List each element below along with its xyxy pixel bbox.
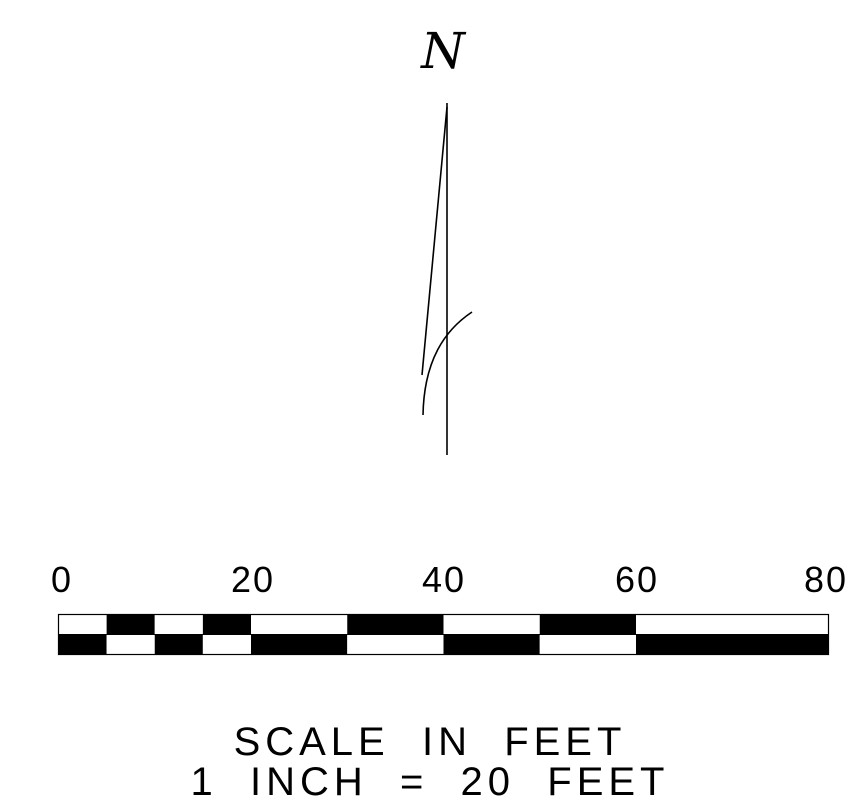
- scale-tick-label-80: 80: [804, 559, 848, 600]
- scale-block-bottom: [347, 634, 444, 655]
- scale-block-bottom: [251, 634, 348, 655]
- scale-block-top: [154, 614, 203, 635]
- scale-bar-blocks: [58, 614, 829, 655]
- scale-tick-label-60: 60: [615, 559, 659, 600]
- scale-block-bottom: [106, 634, 155, 655]
- scale-block-top: [58, 614, 107, 635]
- north-arrow-icon: [421, 103, 473, 455]
- scale-tick-label-20: 20: [231, 559, 275, 600]
- scale-block-bottom: [443, 634, 540, 655]
- scale-block-top: [202, 614, 251, 635]
- north-arrow: N: [420, 22, 473, 455]
- scale-block-bottom: [58, 634, 107, 655]
- scale-block-bottom: [539, 634, 636, 655]
- scale-block-top: [347, 614, 444, 635]
- scale-caption-line-1: SCALE IN FEET: [234, 720, 627, 764]
- scale-block-bottom: [202, 634, 251, 655]
- scale-block-top: [106, 614, 155, 635]
- scale-block-bottom: [636, 634, 829, 655]
- scale-block-top: [443, 614, 540, 635]
- scale-tick-label-0: 0: [51, 559, 73, 600]
- scale-block-top: [539, 614, 636, 635]
- scale-tick-labels: 0 20 40 60 80: [51, 559, 848, 600]
- scale-block-top: [636, 614, 829, 635]
- scale-block-bottom: [154, 634, 203, 655]
- scale-tick-label-40: 40: [422, 559, 466, 600]
- scale-caption: SCALE IN FEET 1 INCH = 20 FEET: [190, 720, 669, 801]
- scale-block-top: [251, 614, 348, 635]
- scale-bar: 0 20 40 60 80: [51, 559, 848, 656]
- scale-caption-line-2: 1 INCH = 20 FEET: [190, 760, 669, 801]
- north-label: N: [420, 22, 467, 80]
